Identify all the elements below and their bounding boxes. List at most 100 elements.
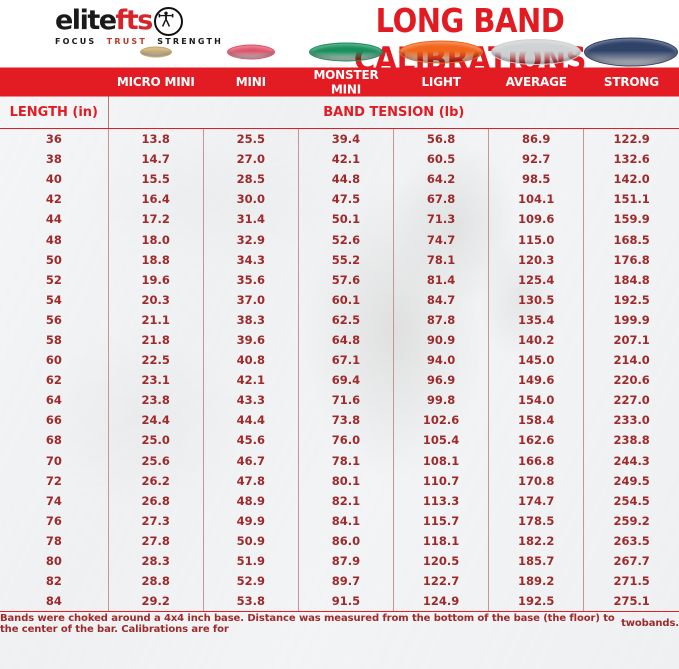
table-row: 54 20.3 37.0 60.1 84.7 130.5 192.5 <box>0 289 679 310</box>
band-tension-header: BAND TENSION (lb) <box>108 96 679 129</box>
calibration-table: MICRO MINI MINI MONSTER MINI LIGHT AVERA… <box>0 67 679 613</box>
footnote-post: bands. <box>641 618 679 630</box>
cell-length: 50 <box>0 249 109 270</box>
header-mini: MINI <box>203 67 299 97</box>
cell-tension: 28.8 <box>108 571 204 592</box>
cell-tension: 263.5 <box>613 533 650 548</box>
cell-tension: 267.7 <box>613 554 650 569</box>
cell-tension: 50.9 <box>203 530 299 551</box>
table-row: 42 16.4 30.0 47.5 67.8 104.1 151.1 <box>0 189 679 210</box>
cell-tension: 52.6 <box>298 229 395 250</box>
table-row: 68 25.0 45.6 76.0 105.4 162.6 238.8 <box>0 430 679 451</box>
cell-tension: 108.1 <box>393 450 490 471</box>
cell-tension: 55.2 <box>298 249 395 270</box>
cell-tension: 78.1 <box>298 450 395 471</box>
cell-tension: 25.0 <box>108 430 204 451</box>
cell-length: 84 <box>0 591 109 613</box>
cell-length: 64 <box>0 390 109 411</box>
table-subheader-row: LENGTH (in) BAND TENSION (lb) <box>0 96 679 129</box>
cell-tension: 238.8 <box>613 433 650 448</box>
cell-length: 48 <box>0 229 109 250</box>
cell-tension: 233.0 <box>613 413 650 428</box>
cell-tension: 69.4 <box>298 370 395 391</box>
cell-length: 36 <box>0 128 109 150</box>
cell-tension: 21.8 <box>108 329 204 351</box>
resistance-band-oval <box>308 42 383 62</box>
cell-tension: 42.1 <box>203 370 299 391</box>
cell-tension: 52.9 <box>203 571 299 592</box>
cell-length: 76 <box>0 510 109 531</box>
cell-tension: 18.0 <box>108 229 204 250</box>
cell-tension: 174.7 <box>488 490 585 511</box>
cell-tension: 28.5 <box>203 169 299 190</box>
cell-tension: 71.3 <box>393 209 490 230</box>
cell-length: 38 <box>0 149 109 170</box>
cell-length: 68 <box>0 430 109 451</box>
cell-tension: 44.4 <box>203 410 299 431</box>
cell-tension: 84.1 <box>298 510 395 531</box>
cell-tension: 18.8 <box>108 249 204 270</box>
table-row: 84 29.2 53.8 91.5 124.9 192.5 275.1 <box>0 591 679 613</box>
cell-tension: 47.5 <box>298 189 395 210</box>
cell-tension: 185.7 <box>488 550 585 572</box>
cell-tension: 17.2 <box>108 209 204 230</box>
cell-tension: 192.5 <box>488 591 585 613</box>
cell-tension: 115.7 <box>393 510 490 531</box>
logo-tagline: FOCUS TRUST STRENGTH <box>55 37 223 46</box>
cell-tension: 37.0 <box>203 289 299 310</box>
cell-tension: 170.8 <box>488 470 585 491</box>
cell-tension: 91.5 <box>298 591 395 613</box>
resistance-band-oval <box>139 46 172 58</box>
table-row: 56 21.1 38.3 62.5 87.8 135.4 199.9 <box>0 309 679 330</box>
table-row: 72 26.2 47.8 80.1 110.7 170.8 249.5 <box>0 470 679 491</box>
cell-tension: 57.6 <box>298 269 395 290</box>
header-micro-mini: MICRO MINI <box>108 67 204 97</box>
cell-tension: 24.4 <box>108 410 204 431</box>
cell-tension: 105.4 <box>393 430 490 451</box>
cell-tension: 92.7 <box>488 149 585 170</box>
cell-tension: 53.8 <box>203 591 299 613</box>
footnote-pre: Bands were choked around a 4x4 inch base… <box>0 612 615 635</box>
table-row: 76 27.3 49.9 84.1 115.7 178.5 259.2 <box>0 510 679 531</box>
table-row: 78 27.8 50.9 86.0 118.1 182.2 263.5 <box>0 530 679 551</box>
cell-length: 70 <box>0 450 109 471</box>
cell-tension: 115.0 <box>488 229 585 250</box>
cell-tension: 64.8 <box>298 329 395 351</box>
header-average: AVERAGE <box>488 67 584 97</box>
cell-tension: 78.1 <box>393 249 490 270</box>
cell-tension: 42.1 <box>298 149 395 170</box>
tagline-strength: STRENGTH <box>157 37 223 46</box>
cell-tension: 94.0 <box>393 350 490 371</box>
cell-tension: 43.3 <box>203 390 299 411</box>
cell-tension: 40.8 <box>203 350 299 371</box>
band-image-strong <box>583 36 679 68</box>
cell-tension: 145.0 <box>488 350 585 371</box>
cell-tension: 23.1 <box>108 370 204 391</box>
header-light: LIGHT <box>393 67 489 97</box>
table-row: 50 18.8 34.3 55.2 78.1 120.3 176.8 <box>0 249 679 270</box>
cell-tension: 29.2 <box>108 591 204 613</box>
cell-tension: 87.8 <box>393 309 490 330</box>
table-row: 70 25.6 46.7 78.1 108.1 166.8 244.3 <box>0 450 679 471</box>
cell-tension: 13.8 <box>108 128 204 150</box>
cell-tension: 142.0 <box>613 172 650 187</box>
cell-tension: 135.4 <box>488 309 585 330</box>
cell-tension: 110.7 <box>393 470 490 491</box>
cell-tension: 120.5 <box>393 550 490 572</box>
cell-tension: 25.6 <box>108 450 204 471</box>
table-row: 82 28.8 52.9 89.7 122.7 189.2 271.5 <box>0 571 679 592</box>
logo-text-elite: elite <box>55 5 117 36</box>
cell-tension: 73.8 <box>298 410 395 431</box>
cell-tension: 39.6 <box>203 329 299 351</box>
band-image-micro-mini <box>108 36 203 68</box>
cell-tension: 132.6 <box>613 152 650 167</box>
cell-tension: 214.0 <box>613 353 650 368</box>
cell-tension: 149.6 <box>488 370 585 391</box>
cell-tension: 28.3 <box>108 550 204 572</box>
cell-tension: 199.9 <box>613 312 650 327</box>
logo-text-fts: fts <box>115 5 154 36</box>
cell-tension: 14.7 <box>108 149 204 170</box>
cell-tension: 74.7 <box>393 229 490 250</box>
cell-tension: 109.6 <box>488 209 585 230</box>
